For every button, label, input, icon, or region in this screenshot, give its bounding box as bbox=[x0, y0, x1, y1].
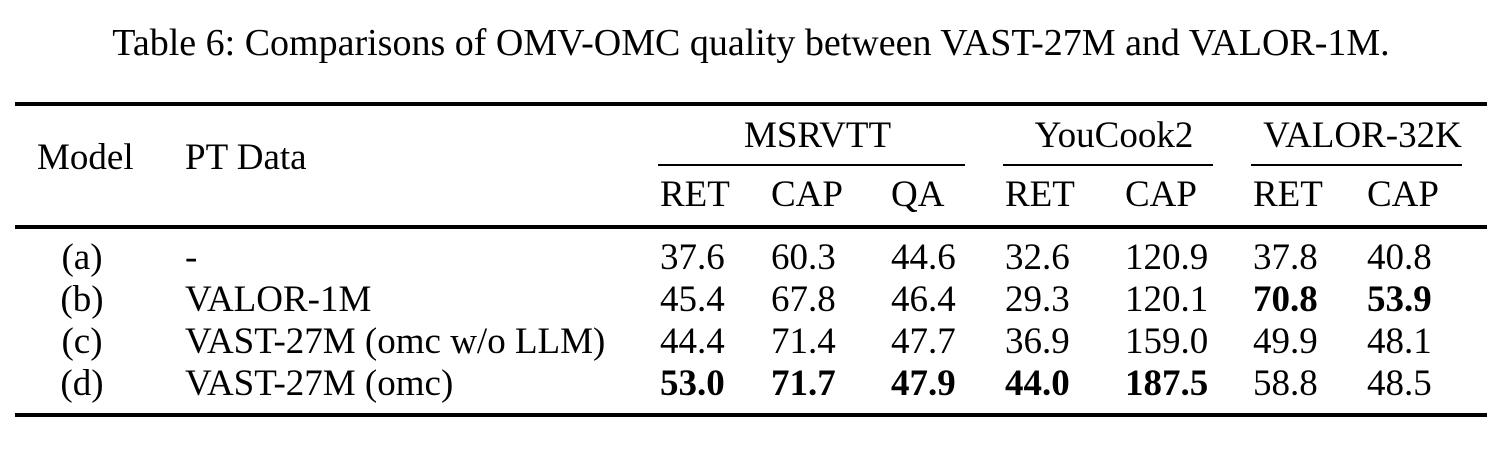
column-header-model: Model bbox=[37, 136, 134, 178]
column-header-youcook2-cap: CAP bbox=[1125, 173, 1197, 215]
column-header-valor-32k-ret: RET bbox=[1253, 173, 1323, 215]
row-d-valor-32k-ret: 58.8 bbox=[1253, 362, 1318, 404]
row-d-valor-32k-cap: 48.5 bbox=[1367, 362, 1432, 404]
column-group-msrvtt: MSRVTT bbox=[645, 106, 990, 166]
row-b-valor-32k-cap: 53.9 bbox=[1367, 278, 1432, 320]
row-c-valor-32k-cap: 48.1 bbox=[1367, 320, 1432, 362]
column-header-msrvtt-ret: RET bbox=[660, 173, 730, 215]
group-label-msrvtt: MSRVTT bbox=[743, 114, 892, 156]
row-b-msrvtt-ret: 45.4 bbox=[660, 278, 725, 320]
column-header-valor-32k-cap: CAP bbox=[1367, 173, 1439, 215]
column-header-pt-data: PT Data bbox=[185, 136, 307, 178]
table-top-rule bbox=[15, 101, 1487, 106]
row-c-msrvtt-ret: 44.4 bbox=[660, 320, 725, 362]
row-b-youcook2-cap: 120.1 bbox=[1125, 278, 1209, 320]
column-group-valor-32k: VALOR-32K bbox=[1238, 106, 1487, 166]
row-a-msrvtt-cap: 60.3 bbox=[771, 236, 836, 278]
column-header-youcook2-ret: RET bbox=[1005, 173, 1075, 215]
row-a-youcook2-cap: 120.9 bbox=[1125, 236, 1209, 278]
row-b-valor-32k-ret: 70.8 bbox=[1253, 278, 1318, 320]
row-a-model-label: (a) bbox=[61, 236, 103, 278]
table-caption: Table 6: Comparisons of OMV-OMC quality … bbox=[112, 22, 1390, 64]
cmidrule-valor-32k bbox=[1251, 163, 1462, 166]
column-group-youcook2: YouCook2 bbox=[990, 106, 1238, 166]
row-b-model-label: (b) bbox=[60, 278, 104, 320]
table-header: Model PT Data MSRVTT YouCook2 VALOR-32K … bbox=[15, 106, 1487, 225]
row-d-msrvtt-ret: 53.0 bbox=[660, 362, 725, 404]
row-b-msrvtt-qa: 46.4 bbox=[891, 278, 956, 320]
row-a-pt-data: - bbox=[185, 236, 198, 278]
row-c-youcook2-ret: 36.9 bbox=[1005, 320, 1070, 362]
row-c-msrvtt-qa: 47.7 bbox=[891, 320, 956, 362]
cmidrule-msrvtt bbox=[658, 163, 965, 166]
row-c-msrvtt-cap: 71.4 bbox=[771, 320, 836, 362]
row-d-youcook2-ret: 44.0 bbox=[1005, 362, 1070, 404]
row-c-pt-data: VAST-27M (omc w/o LLM) bbox=[185, 320, 606, 362]
group-label-valor-32k: VALOR-32K bbox=[1263, 114, 1462, 156]
row-a-youcook2-ret: 32.6 bbox=[1005, 236, 1070, 278]
row-d-msrvtt-qa: 47.9 bbox=[891, 362, 956, 404]
cmidrule-youcook2 bbox=[1003, 163, 1213, 166]
row-d-youcook2-cap: 187.5 bbox=[1125, 362, 1209, 404]
row-a-valor-32k-cap: 40.8 bbox=[1367, 236, 1432, 278]
row-a-msrvtt-ret: 37.6 bbox=[660, 236, 725, 278]
row-b-youcook2-ret: 29.3 bbox=[1005, 278, 1070, 320]
row-a-msrvtt-qa: 44.6 bbox=[891, 236, 956, 278]
row-d-msrvtt-cap: 71.7 bbox=[771, 362, 836, 404]
row-c-valor-32k-ret: 49.9 bbox=[1253, 320, 1318, 362]
row-d-model-label: (d) bbox=[60, 362, 104, 404]
row-d-pt-data: VAST-27M (omc) bbox=[185, 362, 454, 404]
table-mid-rule bbox=[15, 224, 1487, 229]
row-a-valor-32k-ret: 37.8 bbox=[1253, 236, 1318, 278]
table-bottom-rule bbox=[15, 412, 1487, 417]
group-label-youcook2: YouCook2 bbox=[1034, 114, 1194, 156]
row-c-youcook2-cap: 159.0 bbox=[1125, 320, 1209, 362]
table-body: (a) - 37.6 60.3 44.6 32.6 120.9 37.8 40.… bbox=[15, 229, 1487, 413]
row-b-pt-data: VALOR-1M bbox=[185, 278, 372, 320]
column-header-msrvtt-cap: CAP bbox=[771, 173, 843, 215]
row-b-msrvtt-cap: 67.8 bbox=[771, 278, 836, 320]
column-header-msrvtt-qa: QA bbox=[891, 173, 945, 215]
row-c-model-label: (c) bbox=[61, 320, 103, 362]
